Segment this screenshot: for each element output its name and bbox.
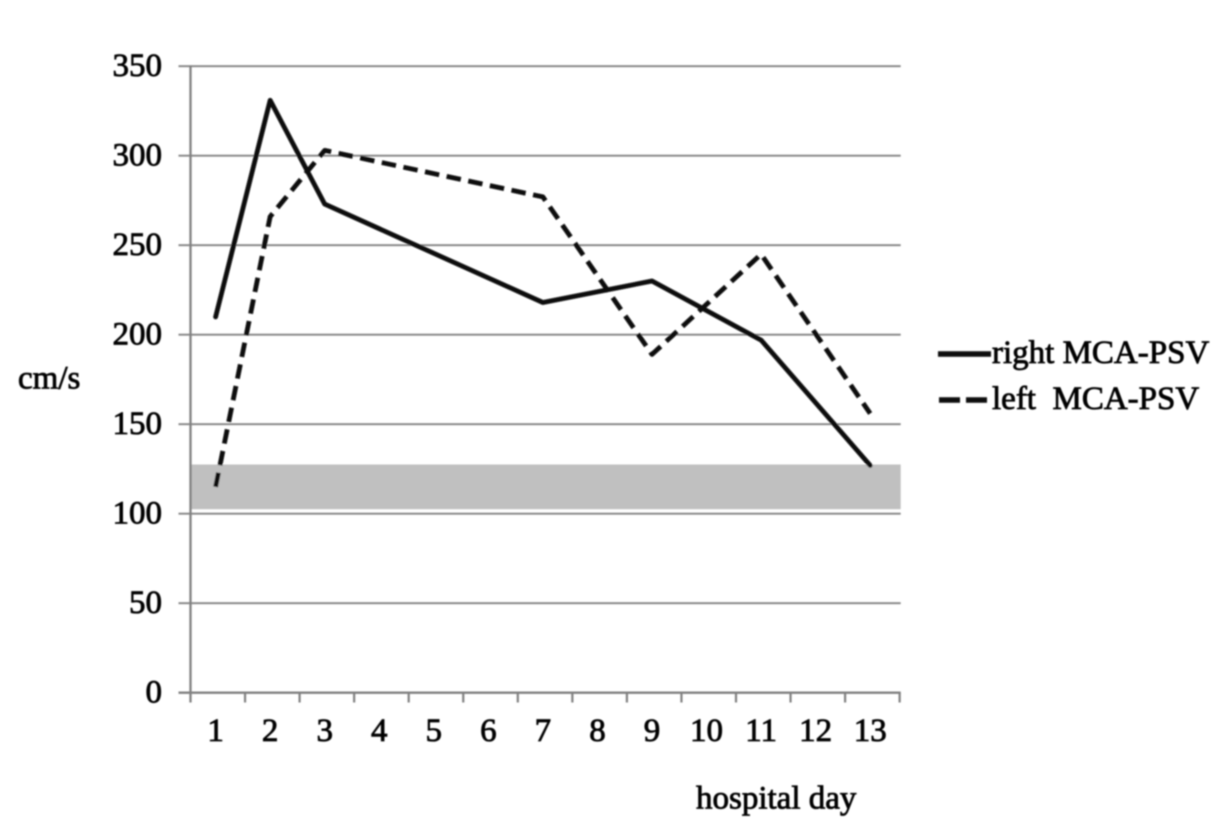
- svg-text:250: 250: [113, 227, 163, 263]
- svg-text:12: 12: [799, 713, 832, 749]
- svg-text:9: 9: [644, 713, 661, 749]
- svg-text:6: 6: [480, 713, 497, 749]
- svg-text:0: 0: [146, 675, 163, 711]
- svg-text:1: 1: [207, 713, 224, 749]
- svg-text:50: 50: [129, 585, 162, 621]
- svg-text:8: 8: [589, 713, 606, 749]
- svg-text:left MCA-PSV: left MCA-PSV: [992, 381, 1199, 417]
- svg-text:cm/s: cm/s: [18, 361, 80, 397]
- svg-text:10: 10: [690, 713, 723, 749]
- svg-text:11: 11: [745, 713, 777, 749]
- svg-text:7: 7: [535, 713, 552, 749]
- svg-text:13: 13: [854, 713, 887, 749]
- svg-text:hospital day: hospital day: [696, 781, 857, 817]
- svg-text:5: 5: [426, 713, 443, 749]
- svg-text:4: 4: [371, 713, 388, 749]
- svg-text:3: 3: [316, 713, 333, 749]
- svg-text:150: 150: [113, 406, 163, 442]
- svg-text:2: 2: [262, 713, 279, 749]
- svg-text:350: 350: [113, 48, 163, 84]
- svg-text:200: 200: [113, 317, 163, 353]
- svg-text:100: 100: [113, 496, 163, 532]
- svg-text:right MCA-PSV: right MCA-PSV: [992, 335, 1209, 371]
- svg-text:300: 300: [113, 138, 163, 174]
